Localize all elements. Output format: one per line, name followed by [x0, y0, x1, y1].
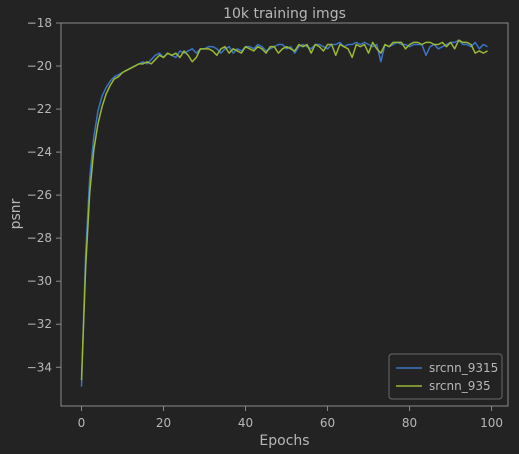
- y-axis-label: psnr: [8, 198, 24, 229]
- legend: srcnn_9315 srcnn_935: [388, 353, 503, 400]
- y-tick-label: −18: [27, 16, 52, 30]
- y-tick-label: −24: [27, 145, 52, 159]
- x-tick-label: 40: [238, 416, 253, 430]
- chart-title: 10k training imgs: [223, 6, 346, 22]
- x-tick-label: 0: [78, 416, 86, 430]
- y-tick-label: −32: [27, 317, 52, 331]
- y-tick-label: −20: [27, 59, 52, 73]
- y-tick-label: −26: [27, 188, 52, 202]
- tick-layer: 0 20 40 60 80 100 −34 −32 −30 −28 −26 −24 −22 −20 −18: [27, 16, 503, 430]
- x-tick-label: 60: [320, 416, 335, 430]
- y-tick-label: −28: [27, 231, 52, 245]
- series-line-srcnn-9315: [80, 39, 488, 387]
- x-tick-label: 80: [402, 416, 417, 430]
- series-layer: [80, 39, 488, 387]
- x-tick-label: 100: [480, 416, 503, 430]
- legend-box: [388, 353, 503, 400]
- y-tick-label: −30: [27, 274, 52, 288]
- series-line-srcnn-935: [80, 39, 488, 381]
- legend-label-srcnn-935: srcnn_935: [429, 379, 491, 393]
- y-tick-label: −34: [27, 360, 52, 374]
- x-tick-label: 20: [156, 416, 171, 430]
- x-axis-label: Epochs: [259, 433, 309, 449]
- y-tick-label: −22: [27, 102, 52, 116]
- legend-label-srcnn-9315: srcnn_9315: [429, 361, 498, 375]
- plot-area: [60, 22, 509, 407]
